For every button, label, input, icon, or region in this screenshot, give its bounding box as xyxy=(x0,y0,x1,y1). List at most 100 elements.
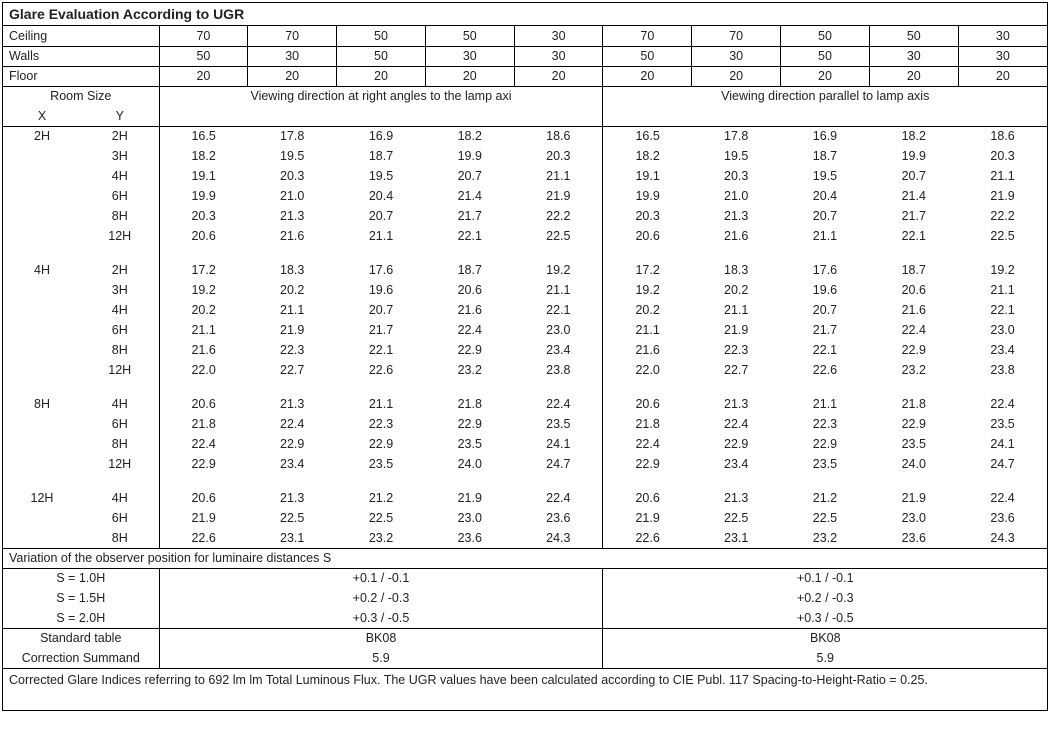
ugr-value: 22.5 xyxy=(958,226,1047,246)
ugr-value: 23.0 xyxy=(869,508,958,528)
ugr-value: 21.3 xyxy=(248,206,337,226)
ugr-value: 21.3 xyxy=(692,206,781,226)
ugr-value: 18.3 xyxy=(248,260,337,280)
standard-label: Standard table xyxy=(3,628,159,648)
ugr-value: 16.9 xyxy=(337,126,426,146)
ugr-value: 20.7 xyxy=(781,300,870,320)
room-y: 4H xyxy=(81,488,159,508)
reflectance-value: 20 xyxy=(692,66,781,86)
room-x xyxy=(3,226,81,246)
room-y: 4H xyxy=(81,300,159,320)
standard-right: 5.9 xyxy=(603,648,1047,668)
reflectance-label: Ceiling xyxy=(3,26,159,46)
room-x: 8H xyxy=(3,394,81,414)
ugr-value: 23.1 xyxy=(248,528,337,548)
room-y: 6H xyxy=(81,186,159,206)
room-x xyxy=(3,340,81,360)
ugr-value: 18.3 xyxy=(692,260,781,280)
ugr-value: 24.7 xyxy=(514,454,603,474)
room-x xyxy=(3,414,81,434)
reflectance-label: Walls xyxy=(3,46,159,66)
ugr-value: 19.5 xyxy=(337,166,426,186)
ugr-value: 21.9 xyxy=(869,488,958,508)
ugr-value: 17.2 xyxy=(159,260,248,280)
ugr-value: 23.8 xyxy=(958,360,1047,380)
ugr-value: 22.9 xyxy=(425,340,514,360)
ugr-value: 20.6 xyxy=(603,226,692,246)
ugr-value: 23.2 xyxy=(425,360,514,380)
ugr-value: 21.6 xyxy=(248,226,337,246)
ugr-value: 19.2 xyxy=(958,260,1047,280)
standard-label: Correction Summand xyxy=(3,648,159,668)
room-y: 4H xyxy=(81,394,159,414)
ugr-value: 23.0 xyxy=(425,508,514,528)
ugr-value: 21.9 xyxy=(603,508,692,528)
reflectance-value: 30 xyxy=(869,46,958,66)
ugr-value: 21.8 xyxy=(869,394,958,414)
ugr-value: 23.0 xyxy=(958,320,1047,340)
variation-title: Variation of the observer position for l… xyxy=(3,548,1047,568)
ugr-value: 23.5 xyxy=(337,454,426,474)
ugr-value: 20.6 xyxy=(603,394,692,414)
ugr-value: 22.1 xyxy=(958,300,1047,320)
ugr-value: 23.4 xyxy=(514,340,603,360)
reflectance-value: 50 xyxy=(337,46,426,66)
ugr-value: 19.1 xyxy=(159,166,248,186)
ugr-value: 22.6 xyxy=(603,528,692,548)
ugr-value: 21.7 xyxy=(425,206,514,226)
ugr-value: 21.1 xyxy=(514,280,603,300)
ugr-value: 22.4 xyxy=(692,414,781,434)
room-x xyxy=(3,320,81,340)
ugr-value: 21.9 xyxy=(958,186,1047,206)
ugr-value: 20.3 xyxy=(603,206,692,226)
ugr-value: 24.7 xyxy=(958,454,1047,474)
ugr-value: 22.9 xyxy=(248,434,337,454)
room-x xyxy=(3,166,81,186)
ugr-value: 21.9 xyxy=(425,488,514,508)
ugr-value: 22.9 xyxy=(869,414,958,434)
ugr-value: 21.3 xyxy=(248,488,337,508)
ugr-value: 22.5 xyxy=(781,508,870,528)
ugr-value: 19.6 xyxy=(337,280,426,300)
ugr-value: 20.2 xyxy=(603,300,692,320)
ugr-value: 22.9 xyxy=(337,434,426,454)
ugr-value: 22.3 xyxy=(248,340,337,360)
ugr-value: 19.9 xyxy=(869,146,958,166)
ugr-value: 22.1 xyxy=(781,340,870,360)
ugr-value: 22.6 xyxy=(781,360,870,380)
room-y: 3H xyxy=(81,146,159,166)
ugr-value: 19.5 xyxy=(692,146,781,166)
ugr-value: 21.2 xyxy=(337,488,426,508)
room-y: 6H xyxy=(81,320,159,340)
ugr-value: 22.5 xyxy=(692,508,781,528)
reflectance-value: 70 xyxy=(248,26,337,46)
ugr-value: 21.1 xyxy=(958,280,1047,300)
reflectance-value: 30 xyxy=(248,46,337,66)
ugr-value: 23.2 xyxy=(337,528,426,548)
ugr-value: 22.0 xyxy=(603,360,692,380)
reflectance-value: 20 xyxy=(159,66,248,86)
ugr-value: 22.4 xyxy=(958,488,1047,508)
ugr-value: 21.1 xyxy=(337,226,426,246)
ugr-value: 23.4 xyxy=(692,454,781,474)
ugr-value: 23.2 xyxy=(781,528,870,548)
ugr-value: 22.1 xyxy=(425,226,514,246)
ugr-value: 16.9 xyxy=(781,126,870,146)
room-y: 8H xyxy=(81,206,159,226)
reflectance-value: 20 xyxy=(514,66,603,86)
ugr-value: 22.0 xyxy=(159,360,248,380)
ugr-value: 18.2 xyxy=(603,146,692,166)
ugr-value: 23.4 xyxy=(958,340,1047,360)
ugr-value: 22.3 xyxy=(337,414,426,434)
room-y: 4H xyxy=(81,166,159,186)
ugr-value: 23.4 xyxy=(248,454,337,474)
ugr-value: 22.9 xyxy=(603,454,692,474)
ugr-value: 21.7 xyxy=(781,320,870,340)
ugr-value: 20.6 xyxy=(159,226,248,246)
ugr-value: 20.3 xyxy=(514,146,603,166)
ugr-value: 18.7 xyxy=(425,260,514,280)
reflectance-value: 20 xyxy=(337,66,426,86)
ugr-value: 22.1 xyxy=(337,340,426,360)
room-x xyxy=(3,434,81,454)
direction-left: Viewing direction at right angles to the… xyxy=(159,86,603,106)
